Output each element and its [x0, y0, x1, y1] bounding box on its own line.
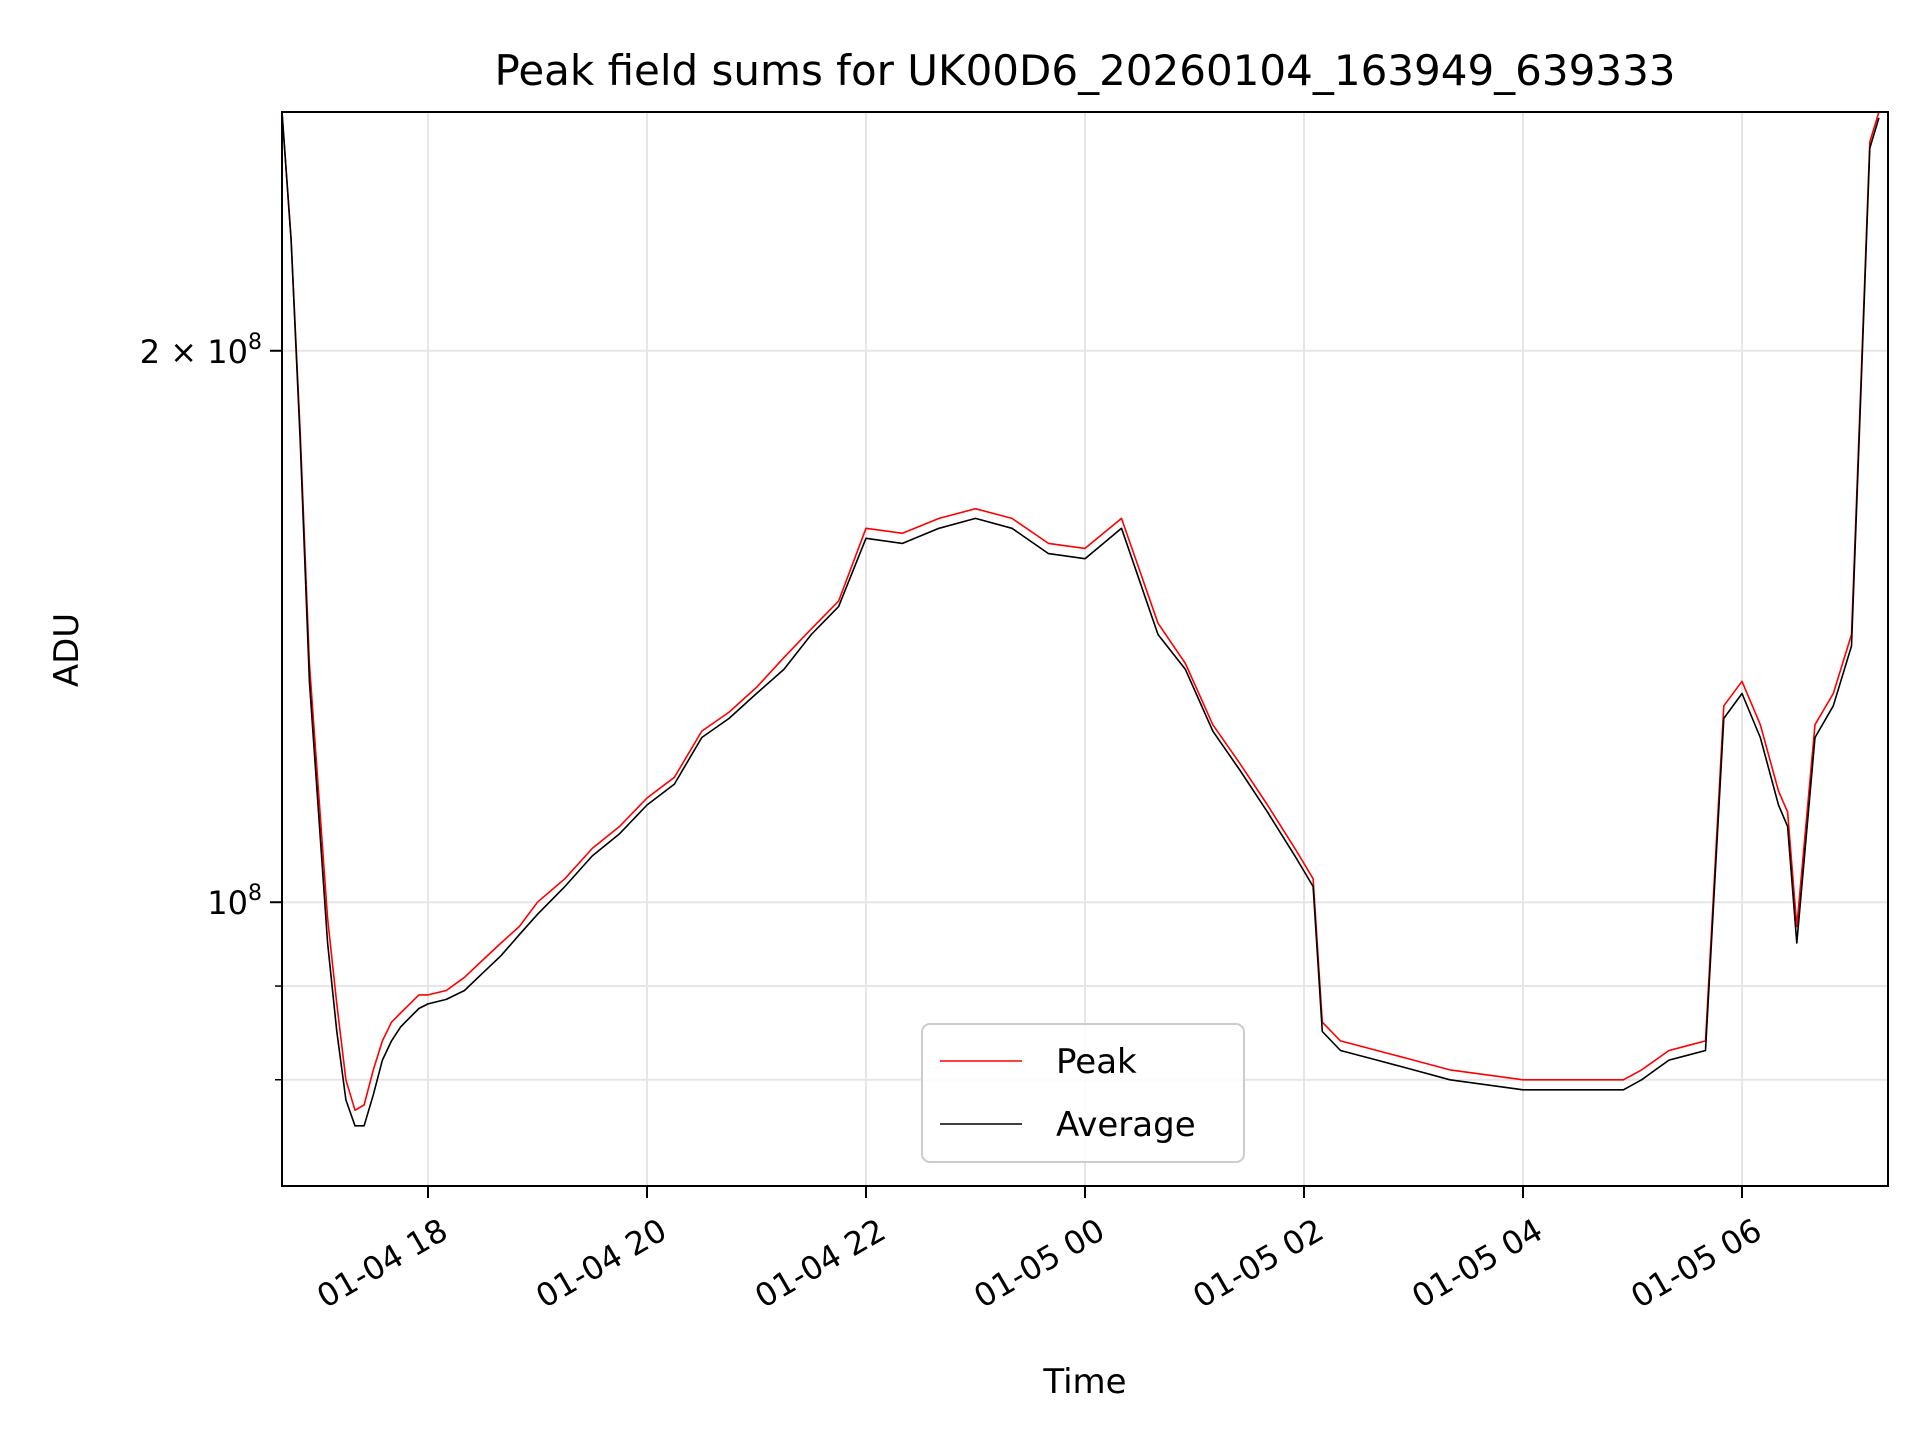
legend-peak-label: Peak — [1056, 1042, 1137, 1082]
chart-title: Peak field sums for UK00D6_20260104_1639… — [494, 46, 1675, 95]
y-axis-label: ADU — [47, 613, 87, 687]
series-line-peak — [282, 112, 1880, 1111]
legend: Peak Average — [921, 1023, 1245, 1163]
legend-average-label: Average — [1056, 1105, 1196, 1145]
x-axis-label: Time — [1042, 1362, 1126, 1402]
y-tick-label: 2 × 108 — [140, 330, 262, 371]
y-axis: 108 2 × 108 — [140, 330, 282, 1081]
legend-box — [921, 1023, 1245, 1163]
series-line-average — [282, 112, 1880, 1127]
y-tick-label: 108 — [207, 881, 262, 922]
series-layer — [282, 112, 1880, 1127]
